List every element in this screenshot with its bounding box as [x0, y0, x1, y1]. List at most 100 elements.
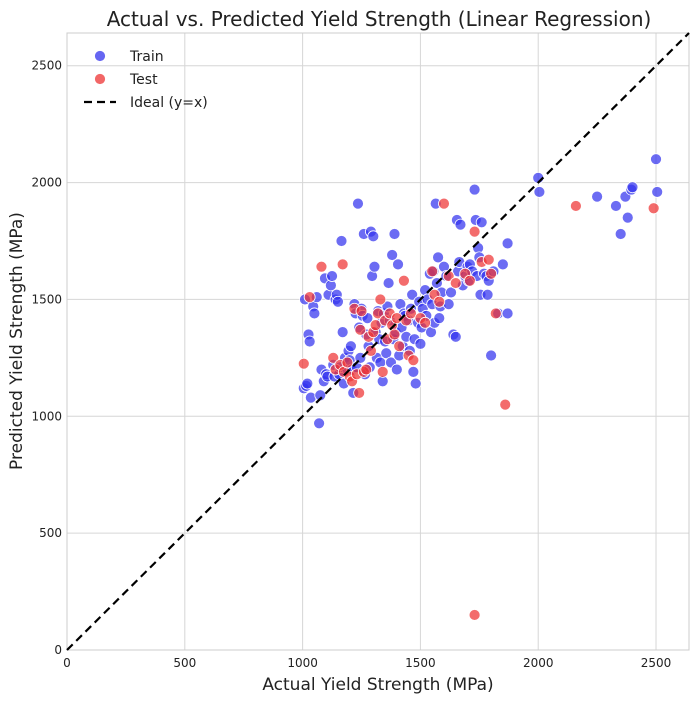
train-point — [336, 326, 349, 339]
legend: Train Test Ideal (y=x) — [84, 49, 208, 111]
y-tick-label: 2000 — [31, 176, 62, 190]
ideal-line — [66, 32, 690, 651]
train-point — [650, 153, 662, 166]
x-axis-title: Actual Yield Strength (MPa) — [262, 675, 493, 695]
train-point — [368, 260, 381, 273]
legend-test-marker — [94, 73, 106, 85]
train-point — [345, 340, 357, 353]
test-point — [303, 291, 316, 303]
test-point — [355, 305, 368, 318]
test-point — [365, 344, 377, 357]
x-tick-label: 1000 — [287, 656, 318, 670]
y-tick-label: 2500 — [31, 59, 62, 73]
train-point — [496, 258, 509, 271]
test-point — [426, 265, 439, 278]
test-point — [354, 323, 367, 336]
train-point — [433, 312, 446, 325]
train-point — [314, 389, 327, 402]
test-point — [336, 258, 349, 271]
train-point — [501, 307, 514, 320]
train-point — [301, 377, 314, 390]
train-point — [326, 270, 338, 282]
test-point — [647, 202, 660, 215]
test-point — [433, 295, 446, 308]
test-point — [376, 365, 389, 378]
train-point — [407, 365, 420, 378]
test-point — [463, 274, 476, 287]
x-tick-label: 1500 — [405, 656, 436, 670]
train-point — [468, 183, 481, 196]
x-tick-label: 500 — [173, 656, 196, 670]
train-point — [485, 349, 497, 362]
x-tick-label: 2500 — [641, 656, 672, 670]
train-point — [332, 295, 344, 308]
legend-train-label: Train — [129, 49, 164, 65]
train-point — [626, 181, 639, 194]
test-point — [438, 197, 450, 210]
legend-test-label: Test — [129, 72, 158, 88]
train-point — [390, 363, 403, 376]
train-point — [454, 218, 467, 231]
train-point — [533, 186, 546, 198]
legend-train-marker — [94, 50, 106, 62]
test-point — [468, 225, 481, 238]
test-point — [341, 356, 354, 369]
train-point — [449, 330, 462, 343]
train-point — [386, 249, 399, 261]
test-point — [489, 307, 502, 320]
test-point — [353, 387, 366, 399]
plot-frame — [66, 32, 690, 651]
train-point — [392, 258, 404, 271]
test-point — [449, 277, 462, 289]
train-point — [382, 277, 395, 289]
y-tick-label: 0 — [54, 643, 62, 657]
test-point — [398, 274, 410, 287]
test-point — [419, 316, 432, 329]
test-point — [485, 267, 497, 280]
train-point — [414, 337, 427, 350]
test-point — [297, 357, 310, 370]
train-point — [432, 251, 444, 264]
test-point — [468, 609, 481, 621]
train-point — [352, 197, 364, 210]
y-axis-title: Predicted Yield Strength (MPa) — [7, 212, 27, 470]
test-point — [407, 354, 420, 367]
train-point — [303, 335, 316, 348]
train-point — [367, 230, 380, 243]
train-point — [406, 288, 419, 301]
chart-title: Actual vs. Predicted Yield Strength (Lin… — [107, 7, 652, 31]
train-point — [335, 235, 348, 247]
x-axis-ticks: 0 500 1000 1500 2000 2500 — [63, 656, 671, 670]
train-point — [308, 307, 321, 320]
test-point — [360, 363, 373, 376]
test-point — [369, 319, 382, 332]
train-point — [481, 288, 494, 301]
train-point — [380, 347, 393, 360]
test-point — [499, 398, 512, 411]
train-point — [614, 228, 627, 240]
y-axis-ticks: 0 500 1000 1500 2000 2500 — [31, 59, 62, 657]
train-point — [501, 237, 514, 250]
train-point — [445, 286, 457, 299]
train-point — [313, 417, 325, 430]
test-point — [315, 260, 328, 273]
test-point — [388, 328, 401, 341]
train-point — [651, 186, 664, 198]
train-point — [388, 228, 401, 240]
train-point — [475, 216, 488, 229]
test-point — [372, 307, 384, 320]
test-point — [374, 293, 387, 306]
test-point — [393, 340, 406, 353]
test-point — [570, 200, 582, 212]
y-tick-label: 1000 — [31, 409, 62, 423]
train-point — [610, 200, 622, 212]
train-point — [409, 377, 422, 390]
data-points — [297, 153, 664, 621]
legend-ideal-label: Ideal (y=x) — [130, 95, 208, 111]
y-tick-label: 1500 — [31, 292, 62, 306]
train-point — [621, 211, 634, 224]
x-tick-label: 2000 — [523, 656, 554, 670]
test-point — [327, 351, 340, 364]
x-tick-label: 0 — [63, 656, 71, 670]
